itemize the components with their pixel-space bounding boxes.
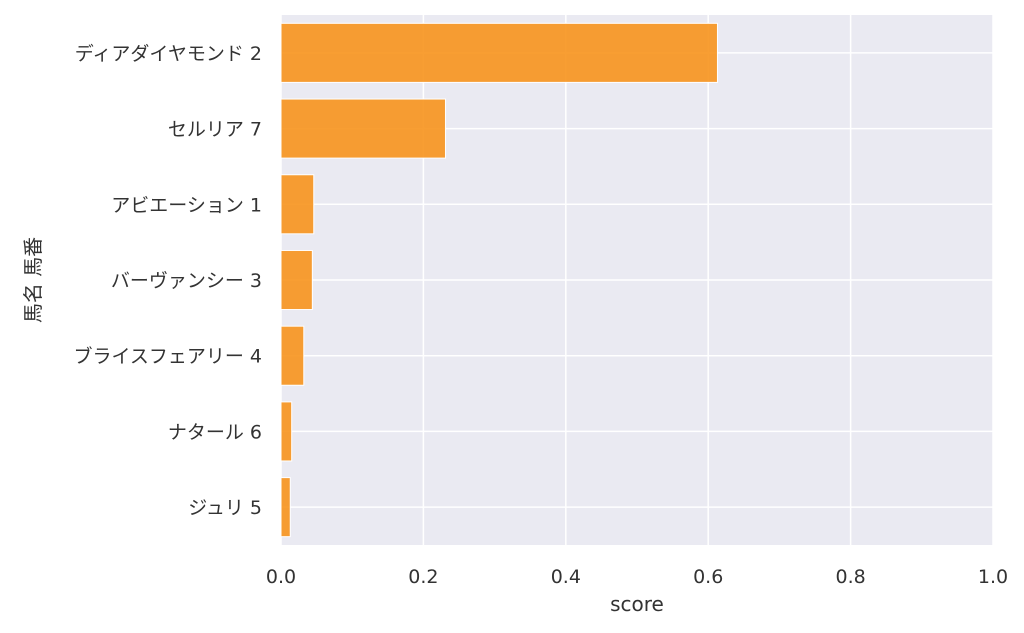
category-label: ナタール 6 <box>168 421 262 443</box>
x-tick-label: 0.6 <box>693 566 723 588</box>
x-tick-label: 0.2 <box>408 566 438 588</box>
bar <box>280 477 291 538</box>
x-tick-labels: 0.0 0.2 0.4 0.6 0.8 1.0 <box>266 566 1008 588</box>
x-tick-label: 0.8 <box>835 566 865 588</box>
x-tick-label: 0.4 <box>551 566 581 588</box>
category-label: ブライスフェアリー 4 <box>73 345 262 368</box>
bar <box>280 401 293 462</box>
y-axis-title: 馬名 馬番 <box>21 237 45 323</box>
x-tick-label: 1.0 <box>978 566 1008 588</box>
bar <box>280 22 718 83</box>
bar <box>280 98 446 159</box>
category-label: バーヴァンシー 3 <box>111 270 262 292</box>
category-label: セルリア 7 <box>168 119 262 141</box>
bar <box>280 174 315 235</box>
category-labels: ディアダイヤモンド 2 セルリア 7 アビエーション 1 バーヴァンシー 3 ブライスフ… <box>73 43 262 519</box>
x-tick-label: 0.0 <box>266 566 296 588</box>
x-axis-title: score <box>610 592 664 616</box>
bar <box>280 325 305 386</box>
category-label: ディアダイヤモンド 2 <box>75 43 262 65</box>
bar <box>280 249 313 311</box>
category-label: ジュリ 5 <box>188 497 262 519</box>
bars <box>280 22 718 538</box>
category-label: アビエーション 1 <box>111 194 262 216</box>
